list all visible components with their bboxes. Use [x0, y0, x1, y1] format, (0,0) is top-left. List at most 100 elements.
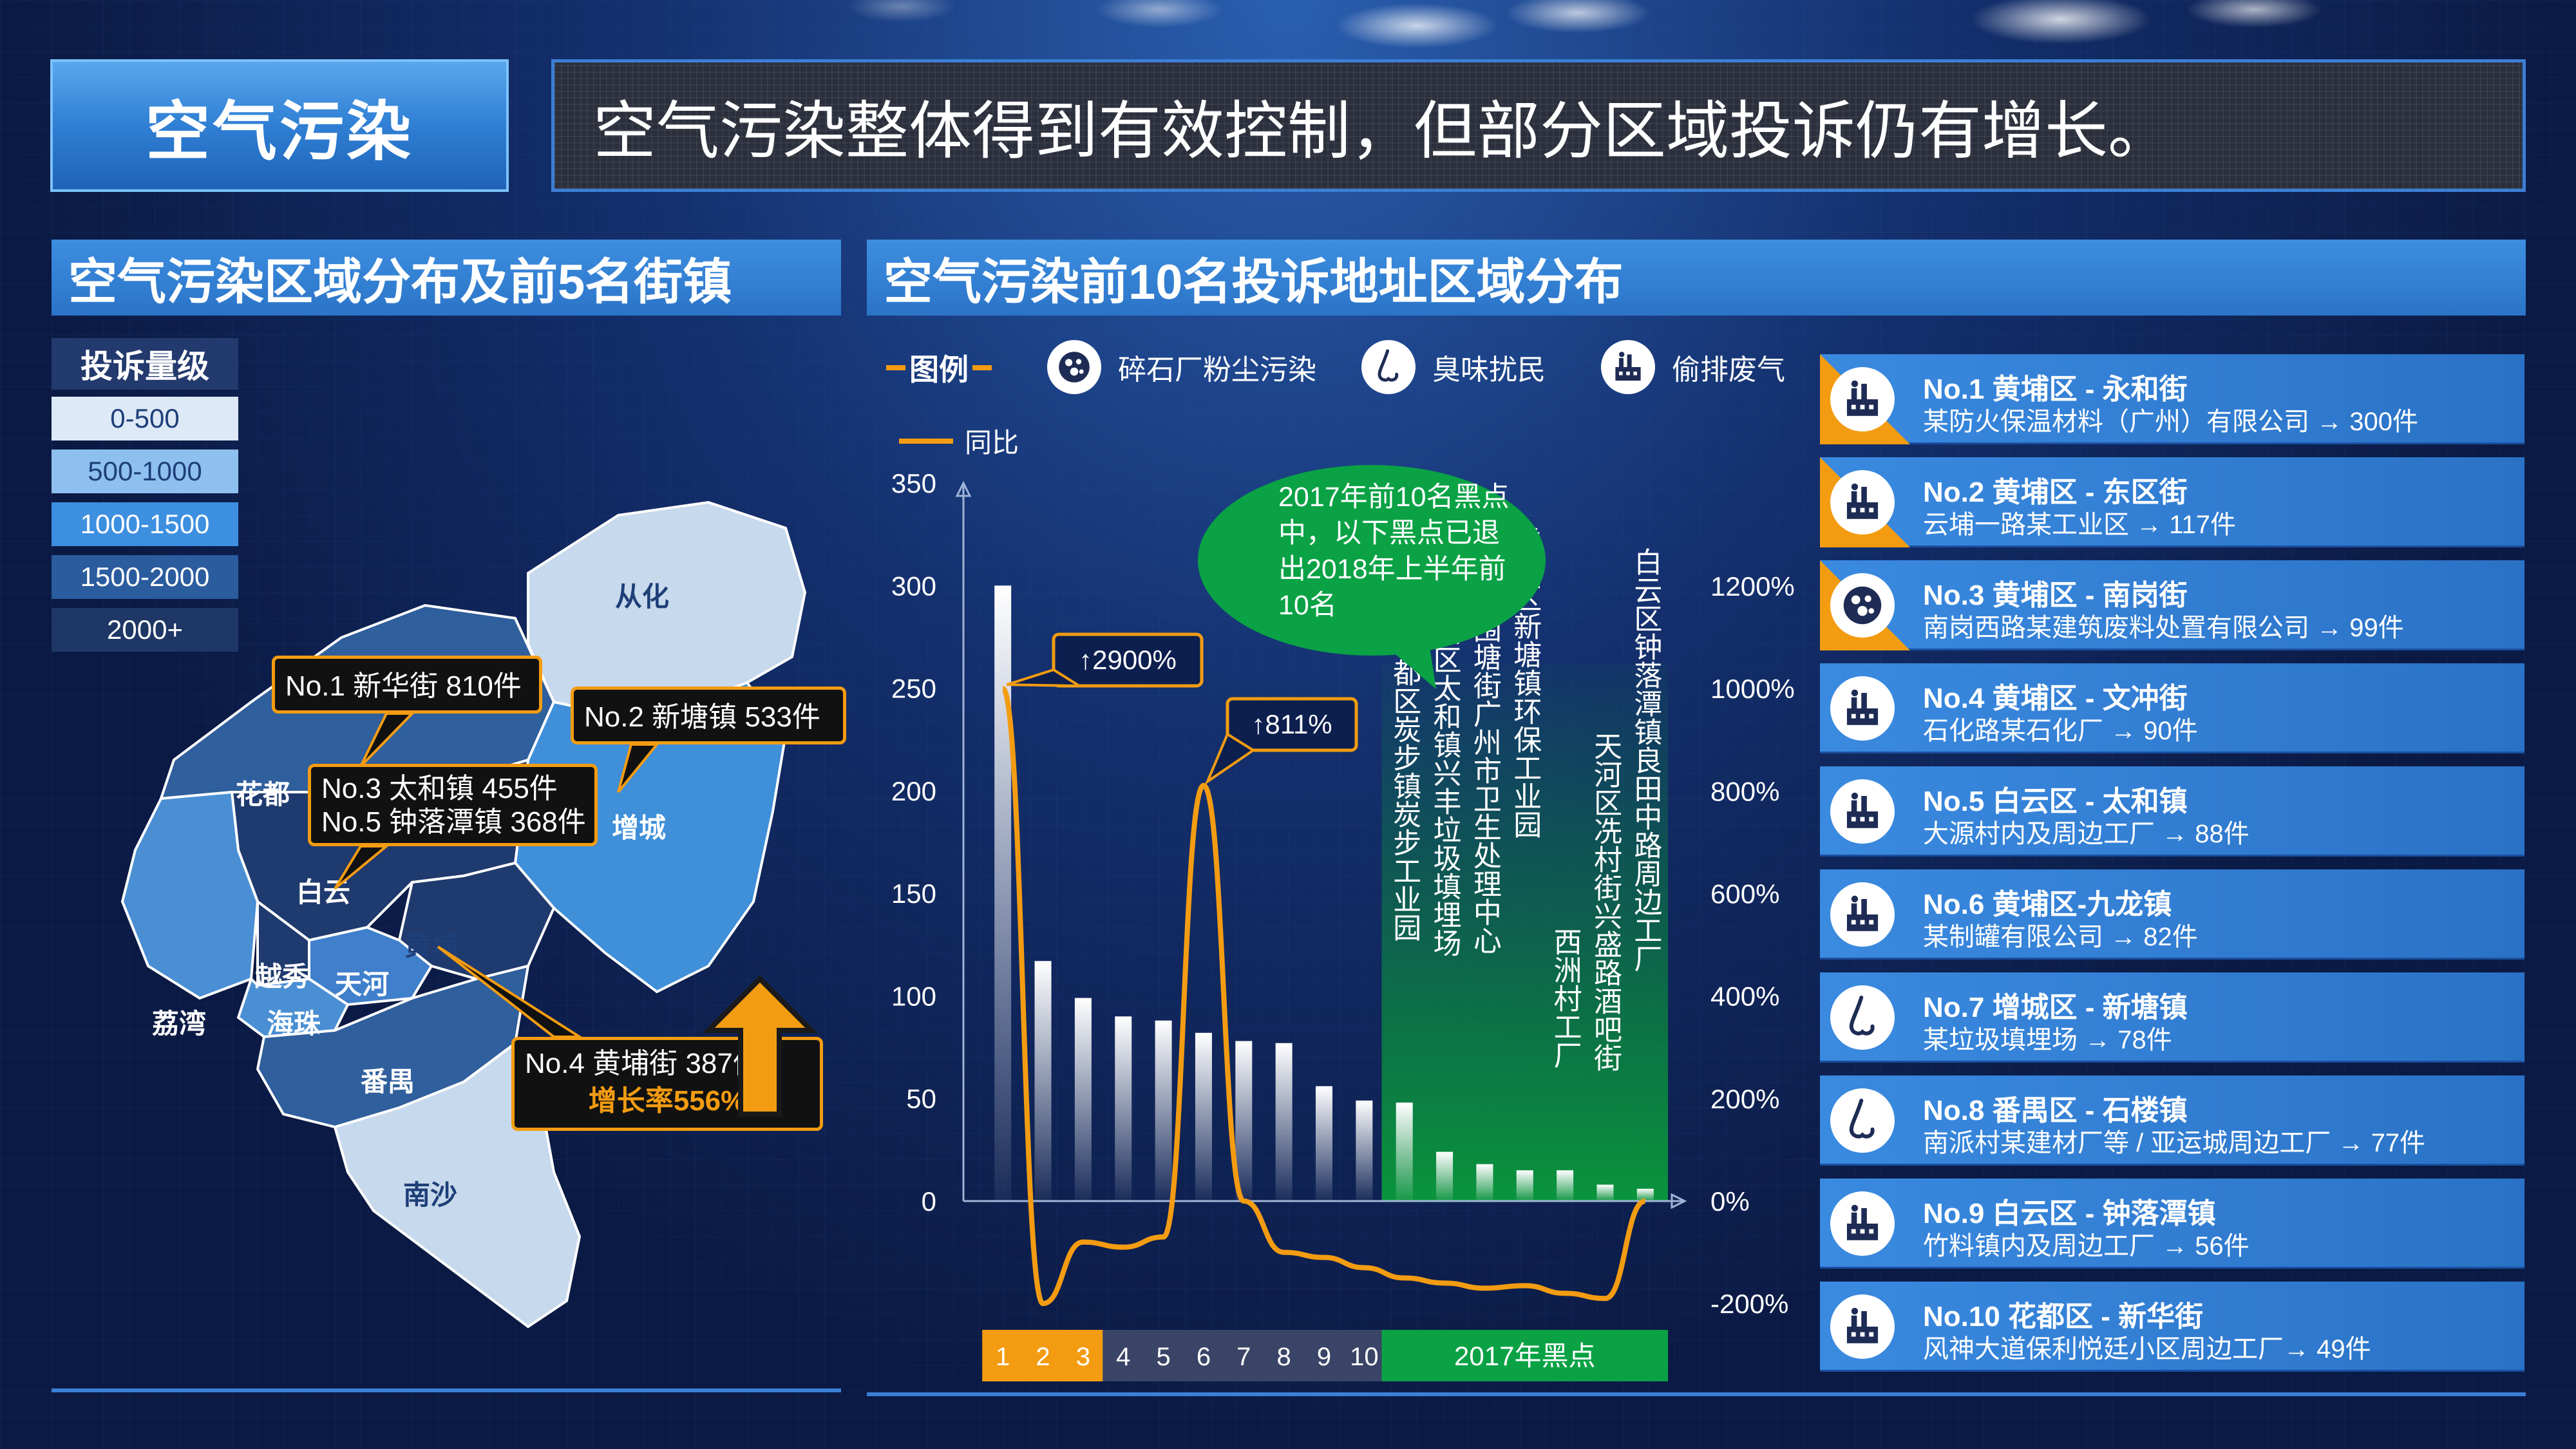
- yoy-legend: 同比: [899, 421, 1019, 460]
- category-vertical-label: 白云区钟落潭镇良田中路周边工厂: [1629, 547, 1662, 972]
- peak-label-box-1: [1052, 632, 1204, 688]
- district-liwan: [120, 790, 260, 1000]
- bubble-line-4: 10名: [1278, 590, 1337, 621]
- divider-left: [52, 1388, 841, 1392]
- ranking-card-7: No.7 增城区 - 新塘镇 某垃圾填埋场 → 78件: [1820, 972, 2524, 1063]
- x-tick-box-5: [1142, 1330, 1184, 1381]
- factory-icon: [1830, 1294, 1895, 1359]
- ranking-title: No.7 增城区 - 新塘镇: [1923, 992, 2188, 1023]
- y2-tick-label: 0%: [1710, 1186, 1750, 1217]
- bar-11: [1396, 1103, 1413, 1201]
- page-tag: 空气污染: [50, 59, 509, 192]
- callout-growth: 增长率556%: [588, 1085, 746, 1117]
- ranking-title: No.6 黄埔区-九龙镇: [1923, 889, 2172, 920]
- factory-icon: [1830, 676, 1895, 741]
- x-tick-box-10: [1343, 1330, 1385, 1381]
- category-vertical-label: 天河区冼村街兴盛路酒吧街: [1589, 732, 1622, 1072]
- ranking-card-10: No.10 花都区 - 新华街 风神大道保利悦廷小区周边工厂→ 49件: [1820, 1282, 2524, 1372]
- ranking-card-2: No.2 黄埔区 - 东区街 云埔一路某工业区 → 117件: [1820, 457, 2524, 547]
- district-haizhu: [236, 976, 350, 1039]
- label-nansha: 南沙: [403, 1180, 458, 1210]
- ranking-card-3: No.3 黄埔区 - 南岗街 南岗西路某建筑废料处置有限公司 → 99件: [1820, 560, 2524, 650]
- ranking-detail: 南派村某建材厂等 / 亚运城周边工厂 → 77件: [1923, 1129, 2426, 1157]
- x-tick-label-8: 8: [1277, 1343, 1291, 1371]
- sky-clouds: [0, 0, 2576, 71]
- callout-no1: No.1 新华街 810件: [272, 656, 542, 714]
- y2-tick-label: 800%: [1710, 776, 1779, 806]
- callout-no5: No.5 钟落潭镇 368件: [321, 806, 586, 838]
- ranking-card-5: No.5 白云区 - 太和镇 大源村内及周边工厂 → 88件: [1820, 766, 2524, 857]
- x-tick-label-3: 3: [1076, 1343, 1090, 1371]
- dust-icon: [1830, 573, 1895, 638]
- label-yuexiu: 越秀: [255, 961, 310, 992]
- x-tick-label-4: 4: [1116, 1343, 1130, 1371]
- ranking-card-8: No.8 番禺区 - 石楼镇 南派村某建材厂等 / 亚运城周边工厂 → 77件: [1820, 1075, 2524, 1166]
- factory-icon: [1830, 367, 1895, 431]
- x-tick-label-10: 10: [1350, 1343, 1379, 1371]
- bar-3: [1074, 998, 1092, 1201]
- category-vertical-label: 白云区太和镇兴丰垃圾填埋场: [1429, 589, 1461, 957]
- map-legend-title: 投诉量级: [52, 338, 238, 390]
- ranking-detail: 石化路某石化厂 → 90件: [1923, 717, 2198, 745]
- chart-legend-item-label: 碎石厂粉尘污染: [1118, 354, 1316, 386]
- x-tick-box-3: [1062, 1330, 1104, 1381]
- bar-4: [1115, 1016, 1132, 1201]
- x-tick-box-6: [1182, 1330, 1224, 1381]
- ranking-card-1: No.1 黄埔区 - 永和街某防火保温材料（广州）有限公司 → 300件: [1820, 354, 2524, 444]
- ranking-detail: 大源村内及周边工厂 → 88件: [1923, 820, 2249, 848]
- chart-legend-label-box: 图例: [886, 346, 1002, 389]
- x-tick-box-1: [982, 1330, 1024, 1381]
- growth-arrow: [702, 975, 818, 1117]
- ranking-title: No.1 黄埔区 - 永和街: [1923, 374, 2188, 405]
- ranking-title: No.9 白云区 - 钟落潭镇: [1923, 1198, 2216, 1229]
- y2-tick-label: 1000%: [1710, 674, 1795, 704]
- nose-icon: [1830, 1088, 1895, 1153]
- ranking-detail: 某制罐有限公司 → 82件: [1923, 923, 2198, 951]
- factory-icon: [1830, 779, 1895, 844]
- bubble-line-3: 出2018年上半年前: [1278, 554, 1506, 585]
- right-section-title: 空气污染前10名投诉地址区域分布: [867, 240, 2526, 316]
- y-tick-label: 50: [906, 1084, 936, 1114]
- y2-tick-label: 1200%: [1710, 571, 1795, 601]
- yoy-line: [1000, 686, 1646, 1307]
- ranking-detail: 某垃圾填埋场 → 78件: [1923, 1026, 2172, 1054]
- legend-box-4: 2000+: [52, 608, 238, 652]
- callout-pointers: [334, 712, 818, 1117]
- ranking-title: No.10 花都区 - 新华街: [1923, 1301, 2204, 1332]
- factory-icon: [1830, 882, 1895, 947]
- group-label: 2017年黑点: [1454, 1341, 1595, 1371]
- ranking-detail: 某防火保温材料（广州）有限公司 → 300件: [1923, 408, 2418, 436]
- bubble-text: 2017年前10名黑点 中，以下黑点已退 出2018年上半年前 10名: [1278, 479, 1523, 623]
- yoy-legend-label: 同比: [965, 428, 1019, 458]
- legend-box-2: 1000-1500: [52, 502, 238, 546]
- group-background: [1381, 663, 1668, 1201]
- x-tick-label-5: 5: [1156, 1343, 1170, 1371]
- dust-icon: [1047, 340, 1101, 394]
- x-tick-label-2: 2: [1036, 1343, 1050, 1371]
- speech-bubble: [1198, 465, 1546, 689]
- bar-2: [1034, 961, 1052, 1201]
- left-section-title: 空气污染区域分布及前5名街镇: [52, 240, 841, 316]
- factory-icon: [1830, 1191, 1895, 1256]
- peak-label-pointer-2: [1204, 732, 1256, 786]
- x-tick-box-8: [1263, 1330, 1305, 1381]
- y-tick-label: 200: [891, 776, 936, 806]
- bar-8: [1275, 1043, 1293, 1201]
- x-tick-box-7: [1223, 1330, 1265, 1381]
- bubble-line-2: 中，以下黑点已退: [1278, 518, 1500, 549]
- callout-no3: No.3 太和镇 455件: [321, 773, 558, 804]
- x-tick-label-1: 1: [996, 1343, 1010, 1371]
- label-panyu: 番禺: [361, 1066, 415, 1097]
- ranking-card-6: No.6 黄埔区-九龙镇 某制罐有限公司 → 82件: [1820, 869, 2524, 960]
- divider-right: [867, 1392, 2526, 1396]
- x-axis-arrow: [1671, 1193, 1687, 1209]
- bar-17: [1636, 1188, 1654, 1201]
- label-tianhe: 天河: [335, 969, 390, 999]
- category-vertical-label: 西洲村工厂: [1549, 927, 1582, 1069]
- x-tick-box-4: [1103, 1330, 1144, 1381]
- x-tick-label-7: 7: [1236, 1343, 1251, 1371]
- complaint-chart: 0 50 100 150 200 250 300 350 -200% 0% 200% 400% 600%…: [891, 468, 1795, 1381]
- bar-6: [1195, 1032, 1212, 1201]
- factory-icon: [1830, 470, 1895, 535]
- chart-legend-item-label: 臭味扰民: [1432, 354, 1546, 386]
